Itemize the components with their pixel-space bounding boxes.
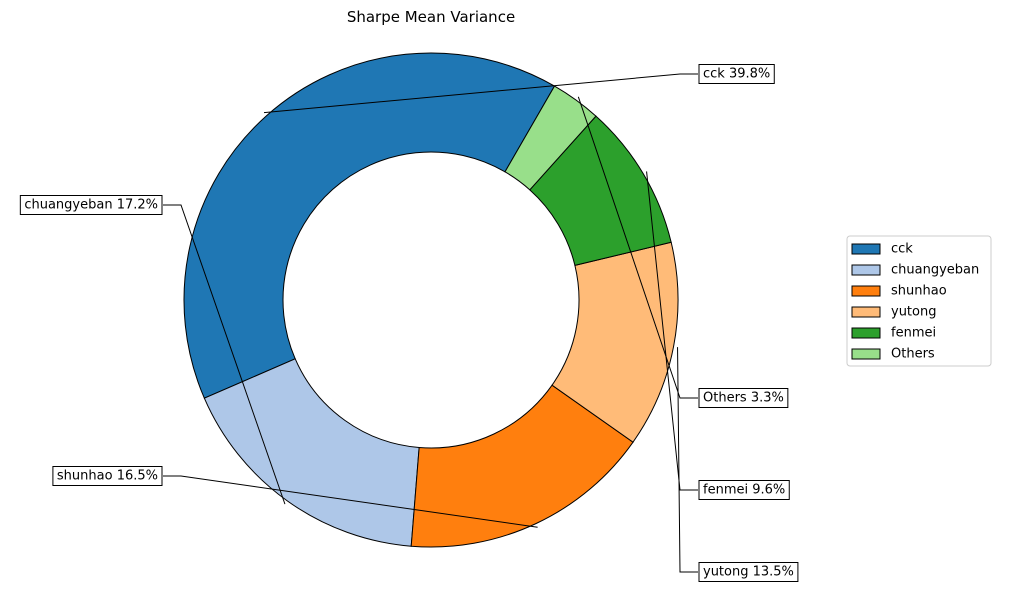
legend-item-fenmei: fenmei: [851, 326, 936, 341]
slice-cck: [183, 52, 556, 399]
slice-label-box: [698, 388, 789, 408]
legend-item-cck: cck: [851, 242, 913, 257]
legend-item-yutong: yutong: [851, 305, 936, 320]
legend-label: yutong: [891, 305, 936, 320]
slice-label-box: [698, 480, 790, 500]
slice-label-text: Others 3.3%: [703, 391, 784, 406]
slice-chuangyeban: [203, 358, 420, 547]
legend-item-chuangyeban: chuangyeban: [851, 263, 979, 278]
slice-connector-line: [677, 347, 698, 573]
slice-label-text: cck 39.8%: [703, 67, 770, 82]
donut-wedges: [183, 52, 679, 548]
slice-label-text: shunhao 16.5%: [57, 469, 158, 484]
slice-label-shunhao: shunhao 16.5%: [52, 466, 538, 528]
legend-item-others: Others: [851, 347, 935, 362]
slice-label-text: fenmei 9.6%: [703, 483, 785, 498]
slice-connector-line: [263, 73, 698, 114]
legend-swatch: [851, 285, 881, 297]
legend-label: fenmei: [891, 326, 936, 341]
slice-label-others: Others 3.3%: [577, 96, 789, 408]
slice-connector-line: [163, 475, 538, 528]
legend-label: chuangyeban: [891, 263, 979, 278]
legend-swatch: [851, 264, 881, 276]
slice-label-text: yutong 13.5%: [703, 565, 794, 580]
legend-swatch: [851, 243, 881, 255]
legend-item-shunhao: shunhao: [851, 284, 947, 299]
slice-label-box: [52, 466, 163, 486]
slice-connector-line: [646, 171, 698, 491]
legend-swatch: [851, 348, 881, 360]
legend-swatch: [851, 306, 881, 318]
slice-label-chuangyeban: chuangyeban 17.2%: [19, 195, 286, 505]
slice-label-yutong: yutong 13.5%: [677, 347, 799, 582]
legend-frame: [846, 235, 992, 367]
slice-label-text: chuangyeban 17.2%: [24, 198, 158, 213]
slice-connector-line: [163, 204, 286, 505]
slice-label-box: [698, 562, 799, 582]
slice-label-box: [698, 64, 775, 84]
legend-swatch: [851, 327, 881, 339]
legend-label: shunhao: [891, 284, 947, 299]
slice-labels: cck 39.8% chuangyeban 17.2% shunhao 16.5% y…: [19, 64, 799, 582]
slice-label-cck: cck 39.8%: [263, 64, 775, 114]
legend-label: Others: [891, 347, 935, 362]
chart-title: Sharpe Mean Variance: [347, 8, 515, 26]
slice-connector-line: [577, 96, 698, 399]
legend: cck chuangyeban shunhao yutong fenmei Others: [846, 235, 992, 367]
slice-others: [504, 85, 597, 191]
slice-label-fenmei: fenmei 9.6%: [646, 171, 790, 500]
legend-label: cck: [891, 242, 913, 257]
slice-label-box: [19, 195, 163, 215]
